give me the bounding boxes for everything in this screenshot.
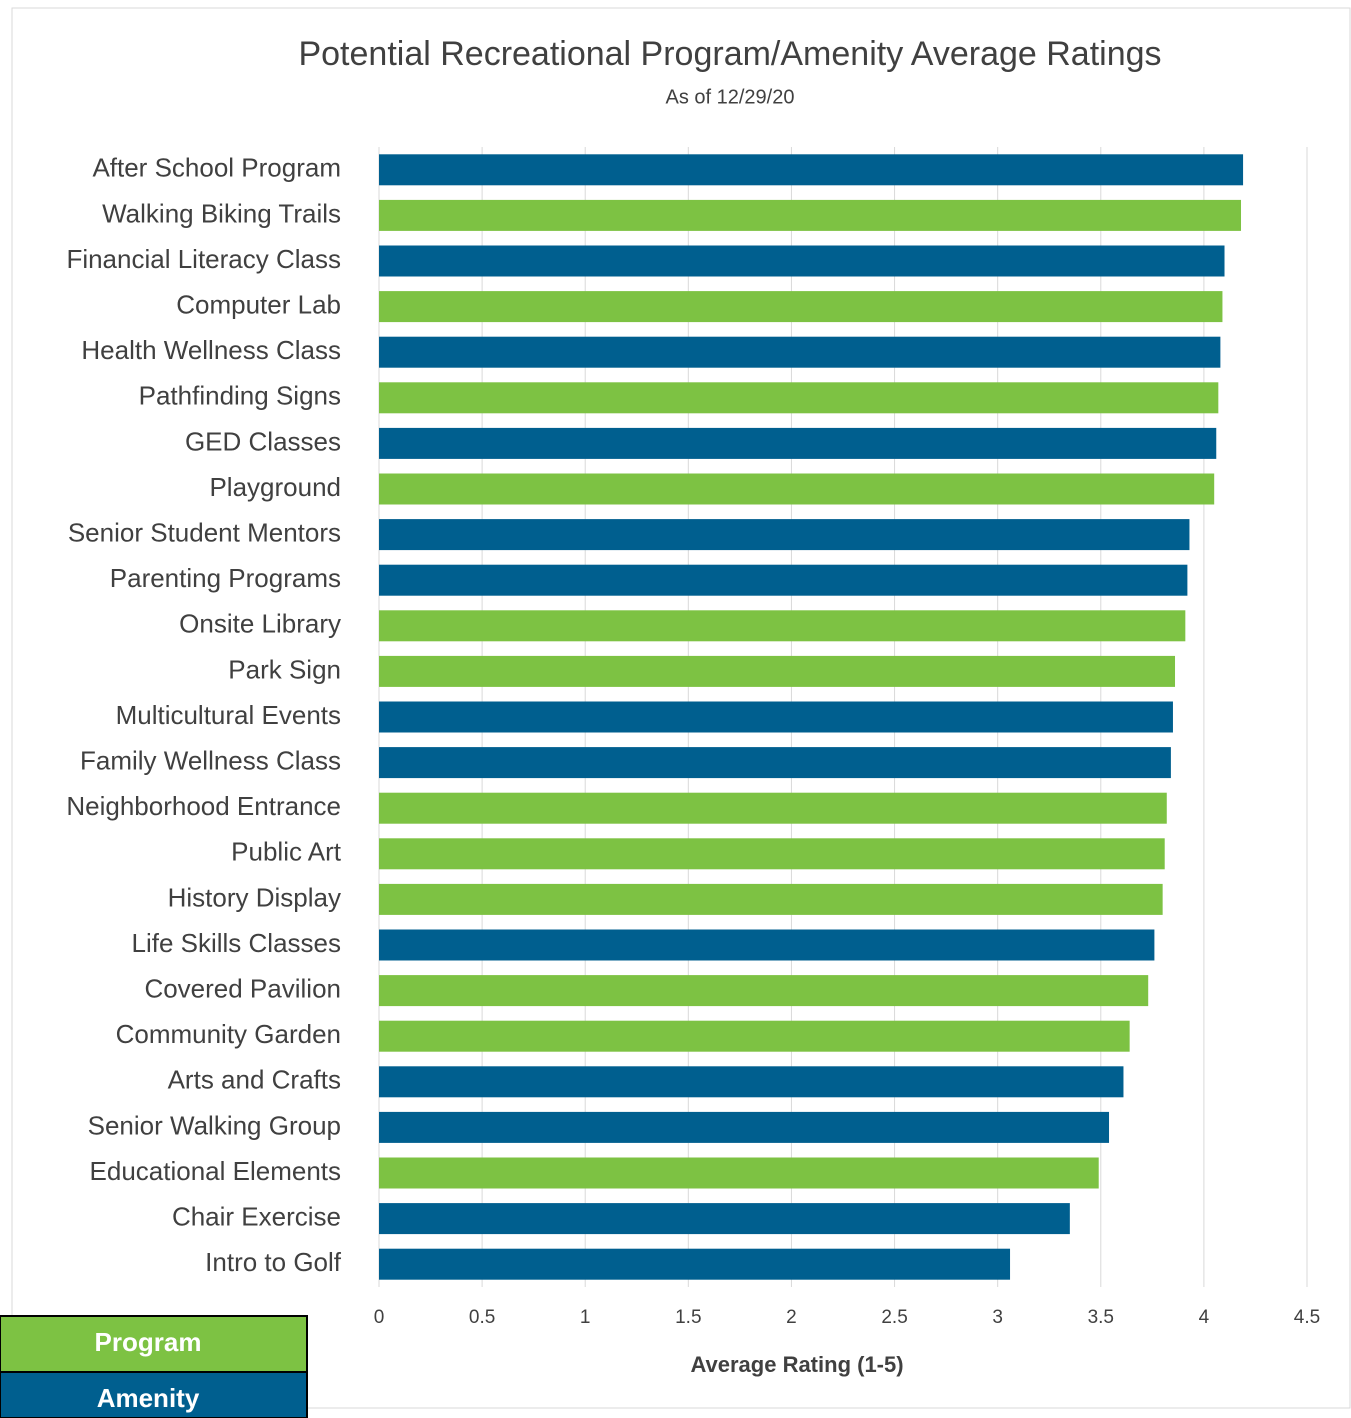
bar xyxy=(379,1248,1011,1280)
bar xyxy=(379,382,1219,414)
bar xyxy=(379,336,1221,368)
y-tick-label: Educational Elements xyxy=(90,1156,341,1186)
bar xyxy=(379,519,1190,551)
bar xyxy=(379,245,1225,277)
y-tick-label: Playground xyxy=(209,472,341,502)
y-tick-label: Life Skills Classes xyxy=(131,928,341,958)
y-tick-label: Multicultural Events xyxy=(116,700,341,730)
y-tick-label: Senior Student Mentors xyxy=(68,517,341,547)
y-tick-label: Financial Literacy Class xyxy=(66,244,341,274)
bar xyxy=(379,747,1171,779)
bar xyxy=(379,564,1188,596)
y-tick-label: Public Art xyxy=(231,837,342,867)
y-tick-label: Covered Pavilion xyxy=(144,973,341,1003)
bar xyxy=(379,701,1173,733)
bar xyxy=(379,792,1167,824)
y-tick-label: Family Wellness Class xyxy=(80,745,341,775)
bar xyxy=(379,427,1217,459)
x-tick-label: 0.5 xyxy=(469,1307,495,1328)
x-axis-title: Average Rating (1-5) xyxy=(690,1352,903,1377)
chart-subtitle: As of 12/29/20 xyxy=(666,86,795,108)
y-tick-label: Intro to Golf xyxy=(205,1247,342,1277)
y-tick-label: Park Sign xyxy=(228,654,341,684)
chart-border xyxy=(11,7,1351,1409)
bar xyxy=(379,199,1242,231)
y-tick-label: Health Wellness Class xyxy=(81,335,341,365)
bar xyxy=(379,929,1155,961)
bar xyxy=(379,1111,1110,1143)
bar xyxy=(379,655,1176,687)
legend-label: Program xyxy=(95,1327,202,1357)
bar xyxy=(379,1157,1099,1189)
legend-swatch xyxy=(0,1371,308,1418)
bar xyxy=(379,291,1223,323)
y-tick-label: Onsite Library xyxy=(179,609,341,639)
y-tick-label: Community Garden xyxy=(116,1019,341,1049)
y-tick-label: Neighborhood Entrance xyxy=(66,791,341,821)
x-tick-label: 0 xyxy=(374,1307,385,1328)
bar xyxy=(379,154,1244,186)
x-tick-label: 2.5 xyxy=(881,1307,907,1328)
bar xyxy=(379,1020,1130,1052)
y-tick-label: Chair Exercise xyxy=(172,1201,341,1231)
y-tick-label: Pathfinding Signs xyxy=(139,381,341,411)
bar xyxy=(379,975,1149,1007)
x-tick-label: 4 xyxy=(1199,1307,1210,1328)
y-tick-label: Senior Walking Group xyxy=(88,1110,341,1140)
bar xyxy=(379,883,1163,915)
x-tick-label: 1.5 xyxy=(675,1307,701,1328)
x-tick-label: 4.5 xyxy=(1294,1307,1320,1328)
bar xyxy=(379,1203,1070,1235)
bar xyxy=(379,610,1186,642)
x-tick-label: 1 xyxy=(580,1307,591,1328)
bar xyxy=(379,1066,1124,1098)
y-tick-label: History Display xyxy=(168,882,341,912)
x-tick-label: 3.5 xyxy=(1088,1307,1114,1328)
y-tick-label: After School Program xyxy=(92,153,341,183)
chart-title: Potential Recreational Program/Amenity A… xyxy=(298,35,1161,73)
y-tick-label: Walking Biking Trails xyxy=(102,198,341,228)
legend-label: Amenity xyxy=(97,1383,200,1413)
y-tick-label: Parenting Programs xyxy=(110,563,341,593)
bar xyxy=(379,838,1165,870)
y-tick-label: Computer Lab xyxy=(176,289,341,319)
bar xyxy=(379,473,1215,505)
x-tick-label: 2 xyxy=(786,1307,797,1328)
x-tick-label: 3 xyxy=(992,1307,1003,1328)
legend-swatch xyxy=(0,1315,308,1373)
y-tick-label: Arts and Crafts xyxy=(168,1065,341,1095)
y-tick-label: GED Classes xyxy=(185,426,341,456)
